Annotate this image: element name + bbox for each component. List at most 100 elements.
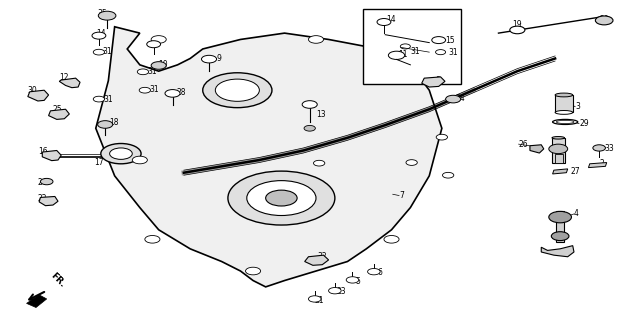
Circle shape xyxy=(216,79,259,101)
Circle shape xyxy=(245,267,260,275)
Bar xyxy=(552,138,564,163)
Text: 26: 26 xyxy=(519,140,528,148)
Text: 5: 5 xyxy=(355,277,360,286)
Text: 25: 25 xyxy=(53,105,63,114)
Circle shape xyxy=(147,41,161,48)
Circle shape xyxy=(203,73,272,108)
Text: 17: 17 xyxy=(95,158,104,167)
Bar xyxy=(555,95,573,112)
Circle shape xyxy=(435,50,446,55)
Circle shape xyxy=(98,121,112,128)
Circle shape xyxy=(101,143,141,164)
Text: 27: 27 xyxy=(571,167,580,176)
Circle shape xyxy=(329,288,341,294)
Circle shape xyxy=(246,180,316,215)
Text: 22: 22 xyxy=(38,194,47,203)
Circle shape xyxy=(139,87,150,93)
Text: 31: 31 xyxy=(149,85,159,94)
Circle shape xyxy=(304,125,315,131)
Text: 14: 14 xyxy=(96,29,106,38)
Text: 34: 34 xyxy=(456,94,465,103)
Text: 19: 19 xyxy=(513,20,522,29)
Ellipse shape xyxy=(555,110,573,114)
Bar xyxy=(363,9,461,84)
Circle shape xyxy=(94,49,104,55)
Circle shape xyxy=(313,160,325,166)
Circle shape xyxy=(400,44,410,49)
Polygon shape xyxy=(422,77,445,87)
Circle shape xyxy=(510,26,525,34)
Circle shape xyxy=(551,232,569,241)
Text: 13: 13 xyxy=(316,110,325,119)
Circle shape xyxy=(595,16,613,25)
Text: 2: 2 xyxy=(599,159,604,168)
Circle shape xyxy=(132,156,147,164)
Circle shape xyxy=(151,62,166,69)
Ellipse shape xyxy=(555,93,573,97)
Circle shape xyxy=(265,190,297,206)
Text: 12: 12 xyxy=(59,73,69,82)
Circle shape xyxy=(384,236,399,243)
Polygon shape xyxy=(588,163,607,168)
Circle shape xyxy=(372,68,387,75)
Text: 7: 7 xyxy=(399,191,404,200)
Text: 31: 31 xyxy=(103,95,113,104)
Circle shape xyxy=(377,19,391,26)
Polygon shape xyxy=(49,109,70,119)
Circle shape xyxy=(406,160,417,165)
Text: 10: 10 xyxy=(159,60,168,69)
Circle shape xyxy=(202,55,217,63)
Ellipse shape xyxy=(556,120,574,124)
Text: 8: 8 xyxy=(435,76,441,84)
Circle shape xyxy=(151,36,166,43)
Circle shape xyxy=(308,296,321,302)
Text: 4: 4 xyxy=(574,209,579,219)
Text: 20: 20 xyxy=(599,15,609,24)
Text: 16: 16 xyxy=(38,147,47,156)
Text: 29: 29 xyxy=(579,119,588,128)
Text: 23: 23 xyxy=(336,287,346,296)
Circle shape xyxy=(308,36,324,43)
Polygon shape xyxy=(305,255,329,265)
Circle shape xyxy=(94,96,104,102)
Bar xyxy=(556,211,564,243)
Circle shape xyxy=(436,134,447,140)
Ellipse shape xyxy=(552,119,578,124)
Polygon shape xyxy=(39,196,58,206)
Circle shape xyxy=(368,268,380,275)
Polygon shape xyxy=(59,78,80,88)
Text: 31: 31 xyxy=(102,47,112,56)
Text: 33: 33 xyxy=(604,144,614,153)
Circle shape xyxy=(442,172,454,178)
Circle shape xyxy=(137,69,149,75)
Polygon shape xyxy=(28,90,49,101)
Circle shape xyxy=(99,11,116,20)
Bar xyxy=(555,154,562,163)
Text: 18: 18 xyxy=(109,118,119,127)
Text: 9: 9 xyxy=(217,54,221,63)
Text: 3: 3 xyxy=(575,102,580,111)
Text: 1: 1 xyxy=(557,144,562,153)
Text: 15: 15 xyxy=(445,36,454,44)
Polygon shape xyxy=(552,169,568,174)
Circle shape xyxy=(40,178,53,185)
Circle shape xyxy=(145,236,160,243)
Text: 21: 21 xyxy=(315,296,324,305)
Text: 31: 31 xyxy=(147,67,157,76)
Polygon shape xyxy=(530,145,544,153)
Circle shape xyxy=(593,145,605,151)
Ellipse shape xyxy=(552,137,564,139)
Text: 14: 14 xyxy=(387,15,396,24)
Text: 11: 11 xyxy=(398,50,407,59)
Polygon shape xyxy=(42,150,61,161)
Text: 32: 32 xyxy=(317,252,327,261)
Text: 28: 28 xyxy=(176,88,186,97)
Text: 30: 30 xyxy=(28,86,37,95)
Circle shape xyxy=(346,277,359,283)
Text: 24: 24 xyxy=(38,178,47,187)
Text: FR.: FR. xyxy=(49,271,67,289)
Polygon shape xyxy=(96,27,442,287)
Circle shape xyxy=(446,95,461,103)
Polygon shape xyxy=(27,295,47,308)
Circle shape xyxy=(228,171,335,225)
